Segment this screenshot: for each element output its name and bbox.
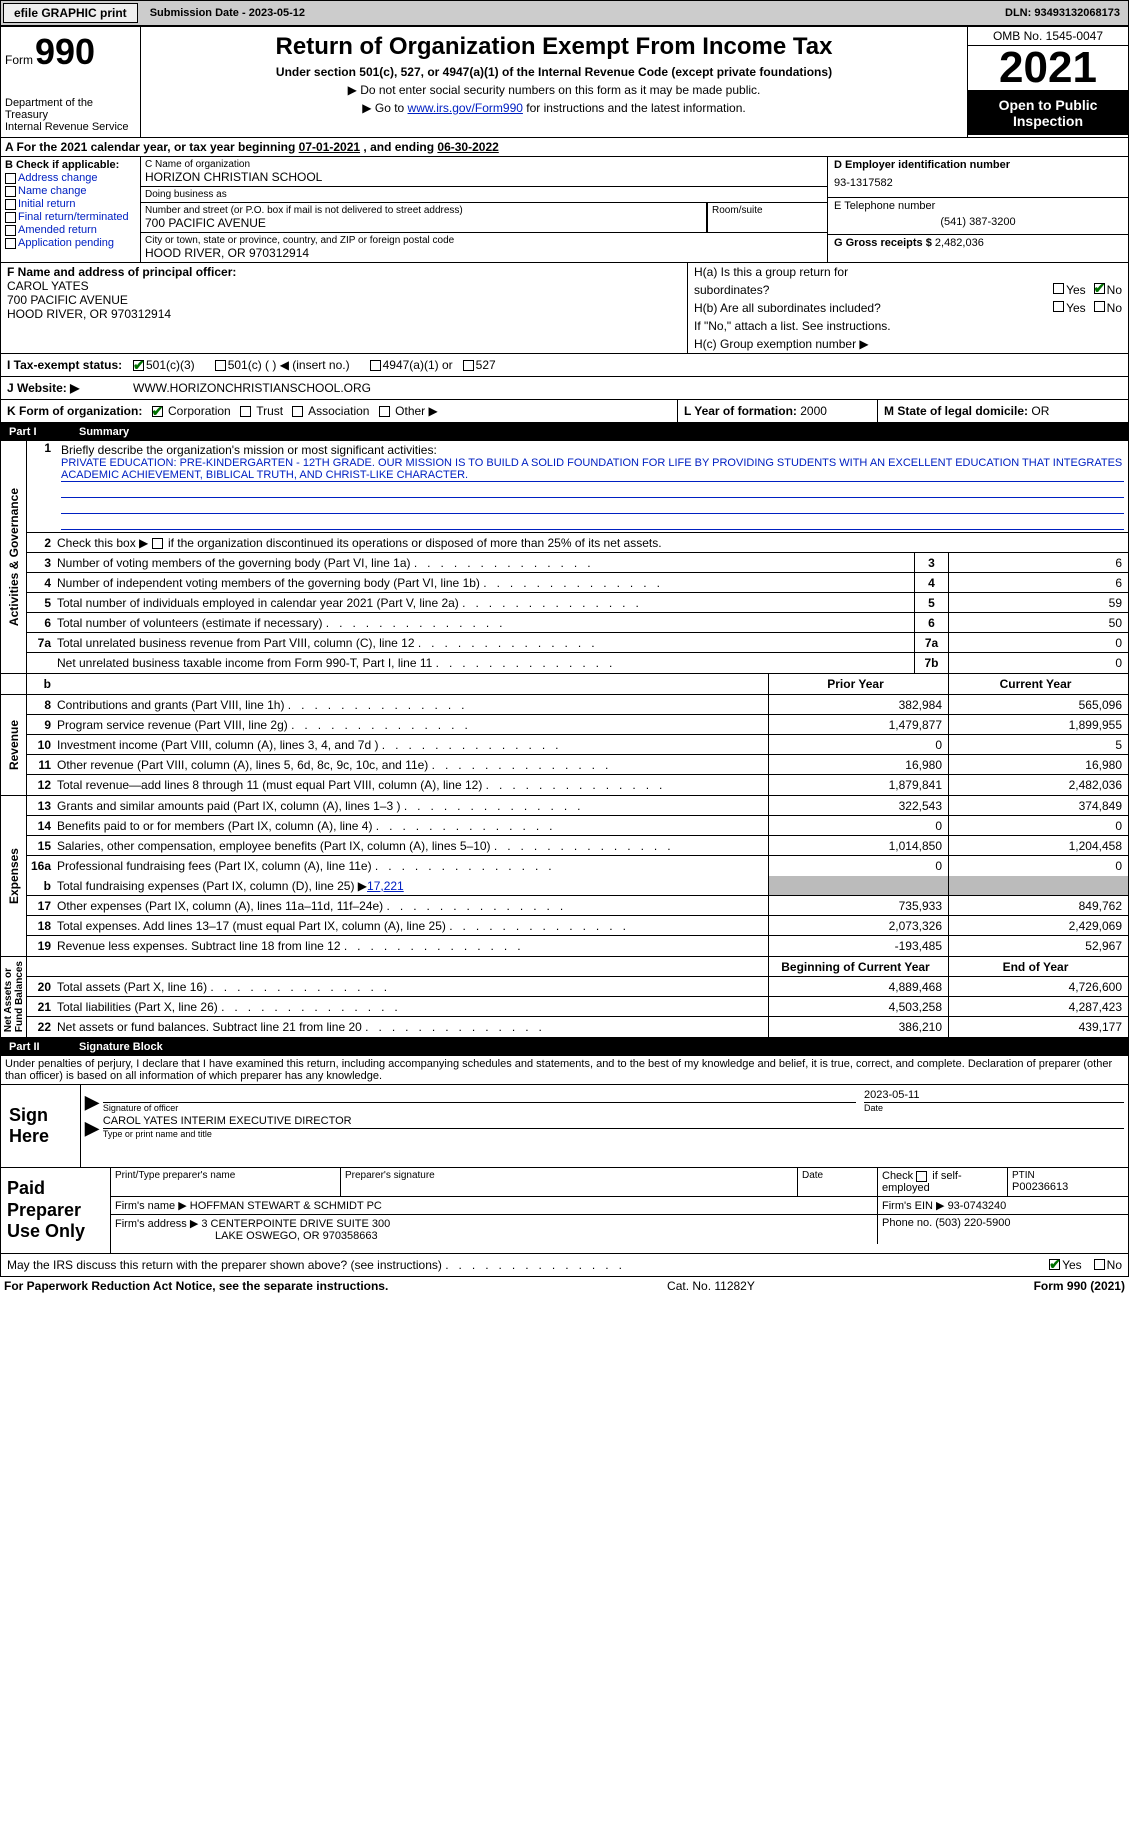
sign-here-label: Sign Here (1, 1085, 81, 1167)
arrow-icon: ▶ (85, 1092, 99, 1113)
hb-yes[interactable] (1053, 301, 1064, 312)
ptin: P00236613 (1012, 1181, 1068, 1193)
part2-header: Part IISignature Block (0, 1038, 1129, 1056)
activities-tab: Activities & Governance (7, 488, 21, 626)
part1-header: Part ISummary (0, 423, 1129, 441)
open-public-badge: Open to Public Inspection (968, 91, 1128, 135)
firm-ein: 93-0743240 (948, 1200, 1007, 1212)
sign-here-block: Sign Here ▶ Signature of officer 2023-05… (0, 1085, 1129, 1168)
cb-501c3[interactable] (133, 360, 144, 371)
ein: 93-1317582 (834, 171, 1122, 195)
cb-527[interactable] (463, 360, 474, 371)
tax-year: 2021 (968, 46, 1128, 91)
revenue-section: Revenue 8Contributions and grants (Part … (0, 695, 1129, 796)
expenses-tab: Expenses (7, 848, 21, 904)
officer-name-printed: CAROL YATES INTERIM EXECUTIVE DIRECTOR (103, 1115, 1124, 1129)
street-address: 700 PACIFIC AVENUE (145, 216, 702, 230)
discuss-row: May the IRS discuss this return with the… (0, 1254, 1129, 1277)
sign-date: 2023-05-11 (864, 1089, 1124, 1103)
top-toolbar: efile GRAPHIC print Submission Date - 20… (0, 0, 1129, 26)
cb-corp[interactable] (152, 406, 163, 417)
cb-amended[interactable]: Amended return (5, 224, 136, 236)
box-k: K Form of organization: Corporation Trus… (1, 400, 678, 422)
netassets-header: Net Assets or Fund Balances Beginning of… (0, 957, 1129, 1038)
telephone: (541) 387-3200 (834, 212, 1122, 232)
city-state-zip: HOOD RIVER, OR 970312914 (145, 246, 823, 260)
efile-print-button[interactable]: efile GRAPHIC print (3, 3, 138, 23)
box-m: M State of legal domicile: OR (878, 400, 1128, 422)
officer-signature[interactable] (103, 1089, 856, 1103)
discuss-yes[interactable] (1049, 1259, 1060, 1270)
org-name: HORIZON CHRISTIAN SCHOOL (145, 170, 823, 184)
gross-receipts: 2,482,036 (935, 237, 984, 249)
privacy-note: ▶ Do not enter social security numbers o… (145, 83, 963, 97)
header-left: Form 990 Department of the Treasury Inte… (1, 27, 141, 137)
page-footer: For Paperwork Reduction Act Notice, see … (0, 1277, 1129, 1295)
form-title: Return of Organization Exempt From Incom… (145, 33, 963, 61)
line-a: A For the 2021 calendar year, or tax yea… (0, 138, 1129, 157)
box-l: L Year of formation: 2000 (678, 400, 878, 422)
arrow-icon: ▶ (85, 1118, 99, 1139)
cb-address-change[interactable]: Address change (5, 172, 136, 184)
box-b: B Check if applicable: Address change Na… (1, 157, 141, 262)
cb-final-return[interactable]: Final return/terminated (5, 211, 136, 223)
cb-discontinued[interactable] (152, 538, 163, 549)
dept-label: Department of the Treasury Internal Reve… (5, 97, 136, 133)
hb-no[interactable] (1094, 301, 1105, 312)
website-url: WWW.HORIZONCHRISTIANSCHOOL.ORG (133, 381, 371, 395)
activities-section: Activities & Governance 1 Briefly descri… (0, 441, 1129, 674)
ha-no[interactable] (1094, 283, 1105, 294)
header-right: OMB No. 1545-0047 2021 Open to Public In… (968, 27, 1128, 137)
section-bcd: B Check if applicable: Address change Na… (0, 157, 1129, 263)
cb-other[interactable] (379, 406, 390, 417)
mission-text: PRIVATE EDUCATION: PRE-KINDERGARTEN - 12… (61, 457, 1124, 482)
header-row-b: bPrior YearCurrent Year (0, 674, 1129, 695)
officer-name: CAROL YATES (7, 279, 681, 293)
paid-preparer-block: Paid Preparer Use Only Print/Type prepar… (0, 1168, 1129, 1254)
section-fh: F Name and address of principal officer:… (0, 263, 1129, 354)
netassets-tab: Net Assets or Fund Balances (3, 961, 25, 1032)
box-i: I Tax-exempt status: 501(c)(3) 501(c) ( … (0, 354, 1129, 377)
box-c: C Name of organization HORIZON CHRISTIAN… (141, 157, 828, 262)
form-label: Form (5, 53, 33, 67)
firm-addr1: 3 CENTERPOINTE DRIVE SUITE 300 (201, 1218, 390, 1230)
box-h: H(a) Is this a group return for subordin… (688, 263, 1128, 353)
cb-4947[interactable] (370, 360, 381, 371)
box-f: F Name and address of principal officer:… (1, 263, 688, 353)
box-klm: K Form of organization: Corporation Trus… (0, 400, 1129, 423)
cb-self-employed[interactable] (916, 1171, 927, 1182)
cb-initial-return[interactable]: Initial return (5, 198, 136, 210)
box-j: J Website: ▶ WWW.HORIZONCHRISTIANSCHOOL.… (0, 377, 1129, 400)
irs-link[interactable]: www.irs.gov/Form990 (408, 101, 523, 115)
box-deg: D Employer identification number 93-1317… (828, 157, 1128, 262)
cb-501c[interactable] (215, 360, 226, 371)
form-header: Form 990 Department of the Treasury Inte… (0, 26, 1129, 138)
ha-yes[interactable] (1053, 283, 1064, 294)
cb-app-pending[interactable]: Application pending (5, 237, 136, 249)
cb-name-change[interactable]: Name change (5, 185, 136, 197)
form-subtitle: Under section 501(c), 527, or 4947(a)(1)… (145, 65, 963, 79)
firm-phone: (503) 220-5900 (935, 1217, 1010, 1229)
firm-name: HOFFMAN STEWART & SCHMIDT PC (190, 1200, 382, 1212)
expenses-section: Expenses 13Grants and similar amounts pa… (0, 796, 1129, 957)
link-note: ▶ Go to www.irs.gov/Form990 for instruct… (145, 101, 963, 115)
cb-assoc[interactable] (292, 406, 303, 417)
paid-preparer-label: Paid Preparer Use Only (1, 1168, 111, 1253)
header-mid: Return of Organization Exempt From Incom… (141, 27, 968, 137)
form-number: 990 (35, 31, 95, 73)
signature-intro: Under penalties of perjury, I declare th… (0, 1056, 1129, 1085)
revenue-tab: Revenue (7, 720, 21, 770)
dln-label: DLN: 93493132068173 (1005, 7, 1120, 19)
submission-date: Submission Date - 2023-05-12 (150, 7, 305, 19)
discuss-no[interactable] (1094, 1259, 1105, 1270)
firm-addr2: LAKE OSWEGO, OR 970358663 (215, 1230, 378, 1242)
cb-trust[interactable] (240, 406, 251, 417)
